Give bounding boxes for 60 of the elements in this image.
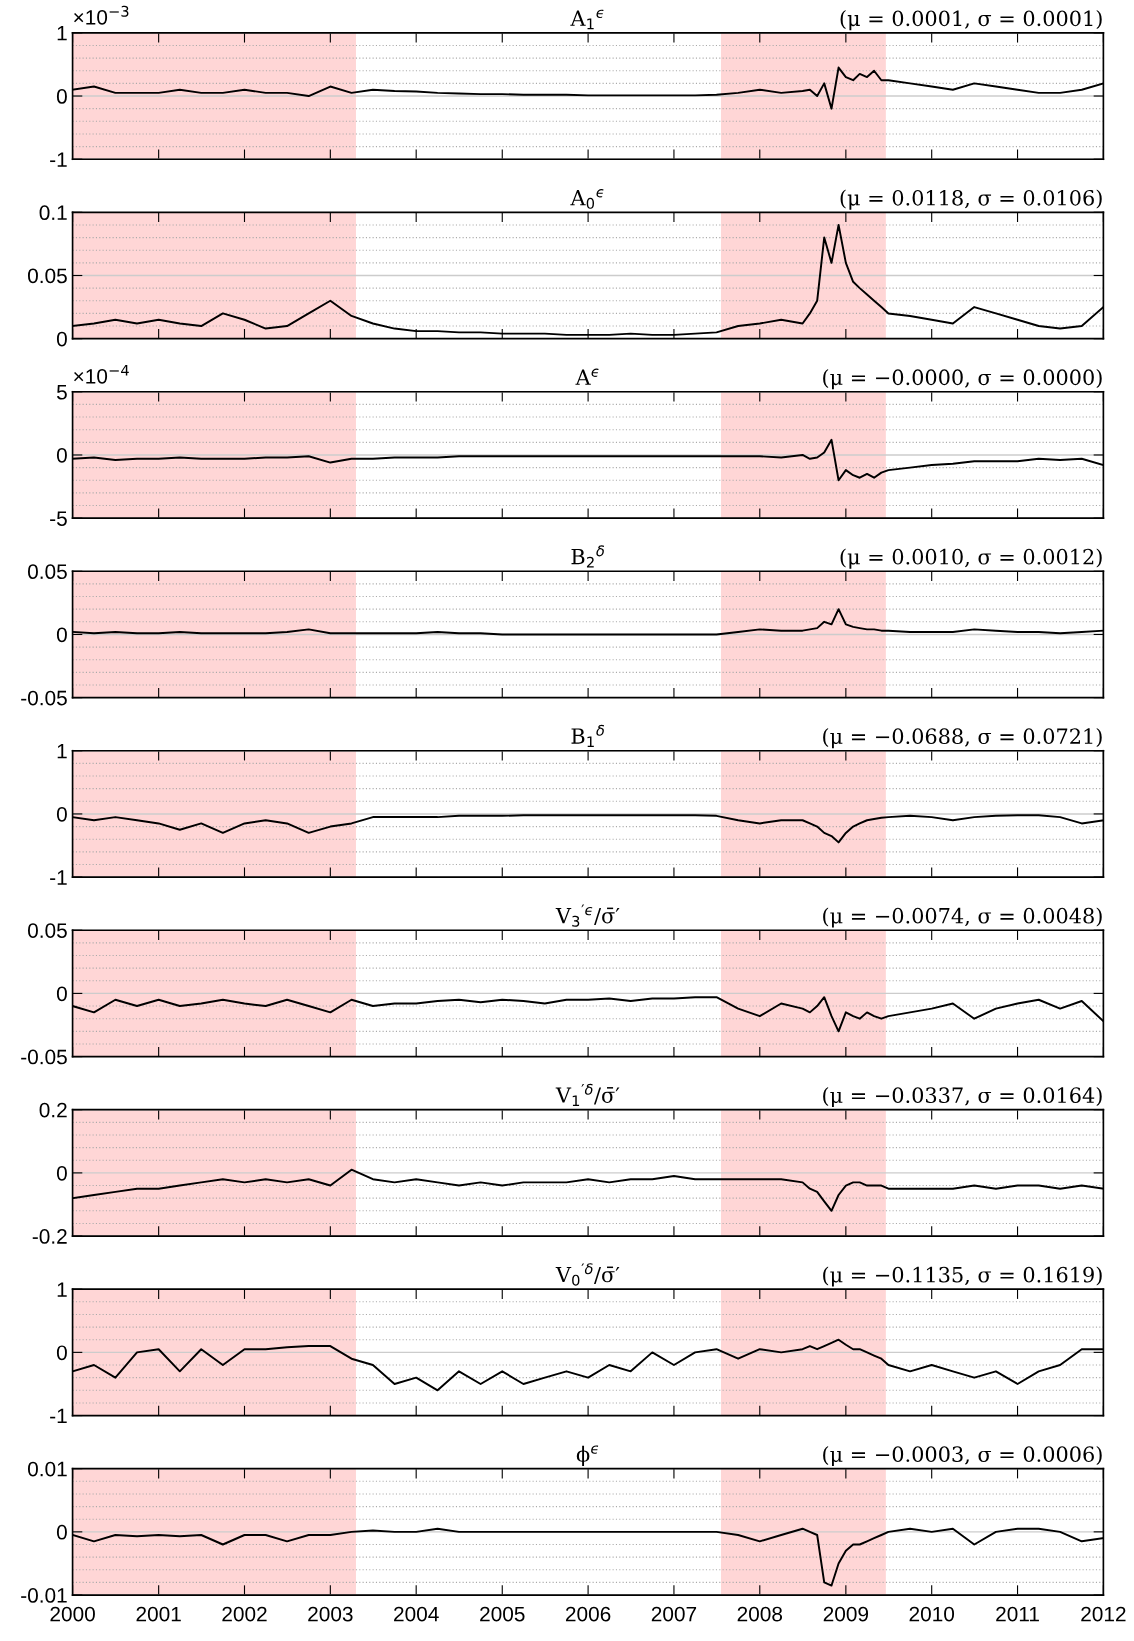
chart-title: A$^{ϵ}$ (575, 368, 599, 385)
x-tick-label: 2010 (909, 1606, 955, 1622)
chart-subtitle: (μ = 0.0118, σ = 0.0106) (840, 189, 1102, 210)
x-tick-label: 2009 (823, 1606, 869, 1622)
y-tick-label: -0.01 (21, 1588, 67, 1603)
y-tick-label: 0 (56, 806, 67, 822)
x-tick-label: 2003 (308, 1606, 353, 1622)
y-tick-label: 0.01 (27, 1461, 67, 1477)
x-tick-label: 2007 (651, 1606, 697, 1622)
y-tick-label: 0 (56, 627, 67, 643)
chart-subtitle: (μ = −0.0003, σ = 0.0006) (823, 1445, 1102, 1467)
y-tick-label: 0.05 (27, 923, 67, 938)
y-tick-label: 0.05 (27, 564, 67, 580)
y-tick-label: -1 (50, 1408, 67, 1424)
chart-subtitle: (μ = −0.0074, σ = 0.0048) (823, 907, 1102, 928)
y-tick-label: -0.2 (32, 1229, 67, 1244)
x-tick-label: 2002 (222, 1606, 267, 1622)
y-tick-label: 0 (56, 331, 67, 347)
chart-title: V$_{0}$$^{′δ}$/σ̄′ (555, 1263, 620, 1286)
y-tick-label: 1 (57, 26, 67, 41)
y-tick-label: 1 (57, 1282, 67, 1297)
y-tick-label: 0 (56, 1524, 67, 1540)
y-tick-label: 0.05 (27, 268, 67, 284)
chart-subtitle: (μ = −0.0688, σ = 0.0721) (823, 727, 1102, 749)
y-tick-label: -5 (50, 511, 67, 526)
text: ×10$^{−4}$ (74, 364, 129, 384)
y-tick-label: 1 (57, 743, 67, 759)
y-tick-label: 0 (56, 986, 67, 1002)
y-tick-label: -0.05 (21, 690, 67, 706)
chart-subtitle: (μ = 0.0010, σ = 0.0012) (840, 548, 1102, 569)
chart-title: A$_{0}$$^{ϵ}$ (570, 189, 604, 209)
chart-subtitle: (μ = −0.1135, σ = 0.1619) (823, 1266, 1102, 1287)
y-tick-label: -0.05 (21, 1049, 67, 1065)
chart-title: A$_{1}$$^{ϵ}$ (570, 9, 604, 30)
y-tick-label: -1 (50, 152, 67, 167)
x-tick-label: 2012 (1081, 1606, 1126, 1622)
chart-subtitle: (μ = −0.0337, σ = 0.0164) (823, 1086, 1102, 1108)
chart-title: V$_{3}$$^{′ϵ}$/σ̄′ (555, 904, 620, 927)
y-tick-label: 0.1 (39, 205, 67, 221)
y-tick-label: -1 (50, 870, 67, 885)
y-tick-label: 0.2 (39, 1102, 67, 1118)
chart-title: ϕ$^{ϵ}$ (576, 1445, 599, 1466)
text: ×10$^{−3}$ (74, 5, 129, 25)
x-tick-label: 2004 (394, 1606, 439, 1622)
x-tick-label: 2011 (996, 1606, 1039, 1622)
y-tick-label: 0 (56, 89, 67, 104)
chart-subtitle: (μ = −0.0000, σ = 0.0000) (823, 369, 1102, 390)
chart-title: B$_{1}$$^{δ}$ (571, 724, 605, 748)
chart-subtitle: (μ = 0.0001, σ = 0.0001) (840, 10, 1102, 31)
x-tick-label: 2000 (50, 1606, 95, 1622)
x-tick-label: 2005 (480, 1606, 525, 1622)
x-tick-label: 2001 (136, 1606, 181, 1622)
x-tick-label: 2008 (737, 1606, 783, 1622)
y-tick-label: 0 (56, 447, 67, 463)
chart-title: B$_{2}$$^{δ}$ (571, 545, 605, 568)
x-tick-label: 2006 (565, 1606, 611, 1622)
y-tick-label: 0 (56, 1165, 67, 1181)
y-tick-label: 5 (56, 385, 67, 400)
y-tick-label: 0 (56, 1345, 67, 1361)
chart-title: V$_{1}$$^{′δ}$/σ̄′ (555, 1083, 620, 1107)
